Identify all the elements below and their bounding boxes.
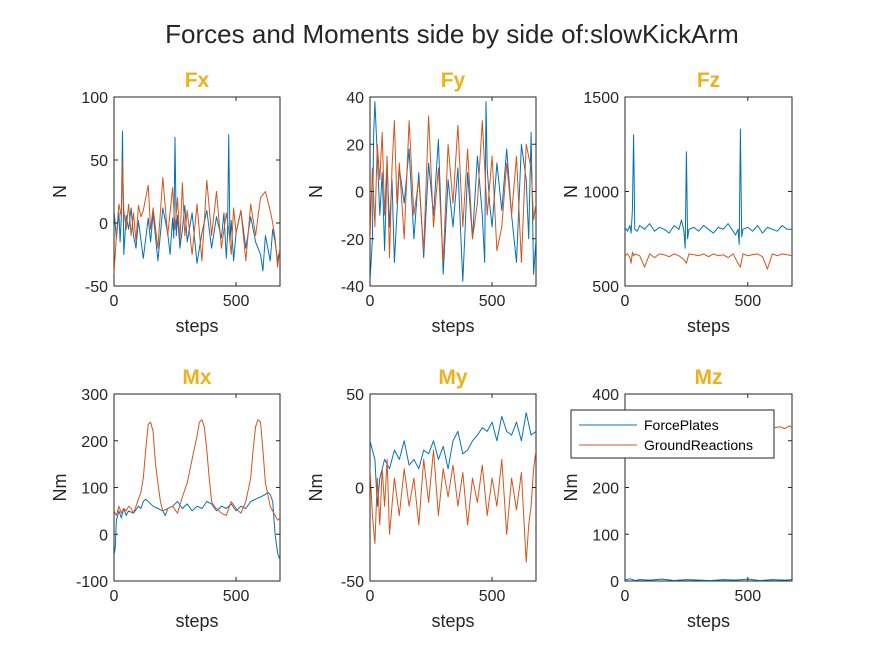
- legend-label-forceplates: ForcePlates: [644, 417, 719, 433]
- series-line-groundreactions-fx: [114, 162, 280, 274]
- x-axis-label: steps: [687, 611, 730, 631]
- axes-box-my: [369, 393, 537, 582]
- y-tick-label: -20: [341, 232, 364, 249]
- legend-label-groundreactions: GroundReactions: [644, 437, 753, 453]
- axes-box-fx: [113, 96, 281, 287]
- series-line-groundreactions-mx: [114, 419, 280, 521]
- series-line-groundreactions-fy: [370, 115, 536, 263]
- y-tick-label: 20: [346, 137, 364, 154]
- y-tick-label: 300: [81, 387, 108, 404]
- x-axis-label: steps: [687, 316, 730, 336]
- series-line-groundreactions-my: [370, 449, 536, 563]
- series-line-forceplates-mz: [625, 578, 792, 581]
- subplot-title-fx: Fx: [185, 69, 210, 92]
- y-tick-label: 0: [99, 527, 108, 544]
- y-tick-label: 0: [355, 481, 364, 498]
- y-tick-label: 50: [90, 153, 108, 170]
- y-tick-label: 100: [81, 90, 108, 107]
- y-tick-label: 400: [592, 387, 619, 404]
- x-tick-label: 500: [223, 293, 250, 310]
- legend: ForcePlates GroundReactions: [570, 409, 775, 459]
- x-tick-label: 500: [734, 293, 761, 310]
- axes-box-mx: [113, 393, 281, 582]
- x-tick-label: 0: [110, 588, 119, 605]
- y-tick-label: 100: [81, 481, 108, 498]
- axes-box-fz: [624, 96, 793, 287]
- x-tick-label: 0: [366, 588, 375, 605]
- y-axis-label: Nm: [50, 474, 70, 502]
- figure-title: Forces and Moments side by side of:slowK…: [165, 19, 739, 49]
- y-axis-label: N: [561, 185, 581, 198]
- x-tick-label: 0: [366, 293, 375, 310]
- y-tick-label: 0: [99, 216, 108, 233]
- subplot-title-fy: Fy: [441, 69, 466, 92]
- y-tick-label: 0: [355, 185, 364, 202]
- x-axis-label: steps: [431, 316, 474, 336]
- series-line-groundreactions-mz: [774, 425, 792, 430]
- y-tick-label: 1500: [583, 90, 619, 107]
- x-tick-label: 500: [479, 293, 506, 310]
- series-line-groundreactions-fz: [625, 251, 792, 270]
- series-line-forceplates-my: [370, 412, 536, 507]
- y-tick-label: 200: [592, 481, 619, 498]
- subplot-mz: 01002003004000500MzstepsNm: [561, 366, 793, 631]
- y-tick-label: -40: [341, 279, 364, 296]
- x-tick-label: 500: [223, 588, 250, 605]
- x-axis-label: steps: [431, 611, 474, 631]
- y-axis-label: Nm: [561, 474, 581, 502]
- series-line-forceplates-fy: [370, 101, 536, 282]
- y-tick-label: 200: [81, 434, 108, 451]
- x-tick-label: 0: [621, 293, 630, 310]
- y-tick-label: 0: [610, 574, 619, 591]
- x-tick-label: 500: [479, 588, 506, 605]
- subplot-fy: -40 -20 0 20 40 0 500 Fy steps N: [306, 69, 537, 336]
- x-tick-label: 0: [621, 588, 630, 605]
- x-axis-label: steps: [175, 611, 218, 631]
- y-axis-label: N: [306, 185, 326, 198]
- series-line-forceplates-mx: [114, 491, 280, 561]
- x-tick-label: 500: [734, 588, 761, 605]
- y-tick-label: -100: [76, 574, 108, 591]
- subplot-title-my: My: [438, 366, 467, 389]
- x-tick-label: 0: [110, 293, 119, 310]
- y-tick-label: 1000: [583, 185, 619, 202]
- y-tick-label: -50: [341, 574, 364, 591]
- subplot-title-fz: Fz: [697, 69, 720, 92]
- y-axis-label: N: [50, 185, 70, 198]
- subplot-title-mx: Mx: [182, 366, 211, 389]
- y-tick-label: 500: [592, 279, 619, 296]
- x-axis-label: steps: [175, 316, 218, 336]
- subplot-title-mz: Mz: [695, 366, 723, 389]
- legend-box: [570, 409, 775, 459]
- y-tick-label: -50: [85, 279, 108, 296]
- series-line-forceplates-fz: [625, 128, 792, 249]
- y-axis-label: Nm: [306, 474, 326, 502]
- y-tick-label: 50: [346, 387, 364, 404]
- y-tick-label: 40: [346, 90, 364, 107]
- y-tick-label: 100: [592, 527, 619, 544]
